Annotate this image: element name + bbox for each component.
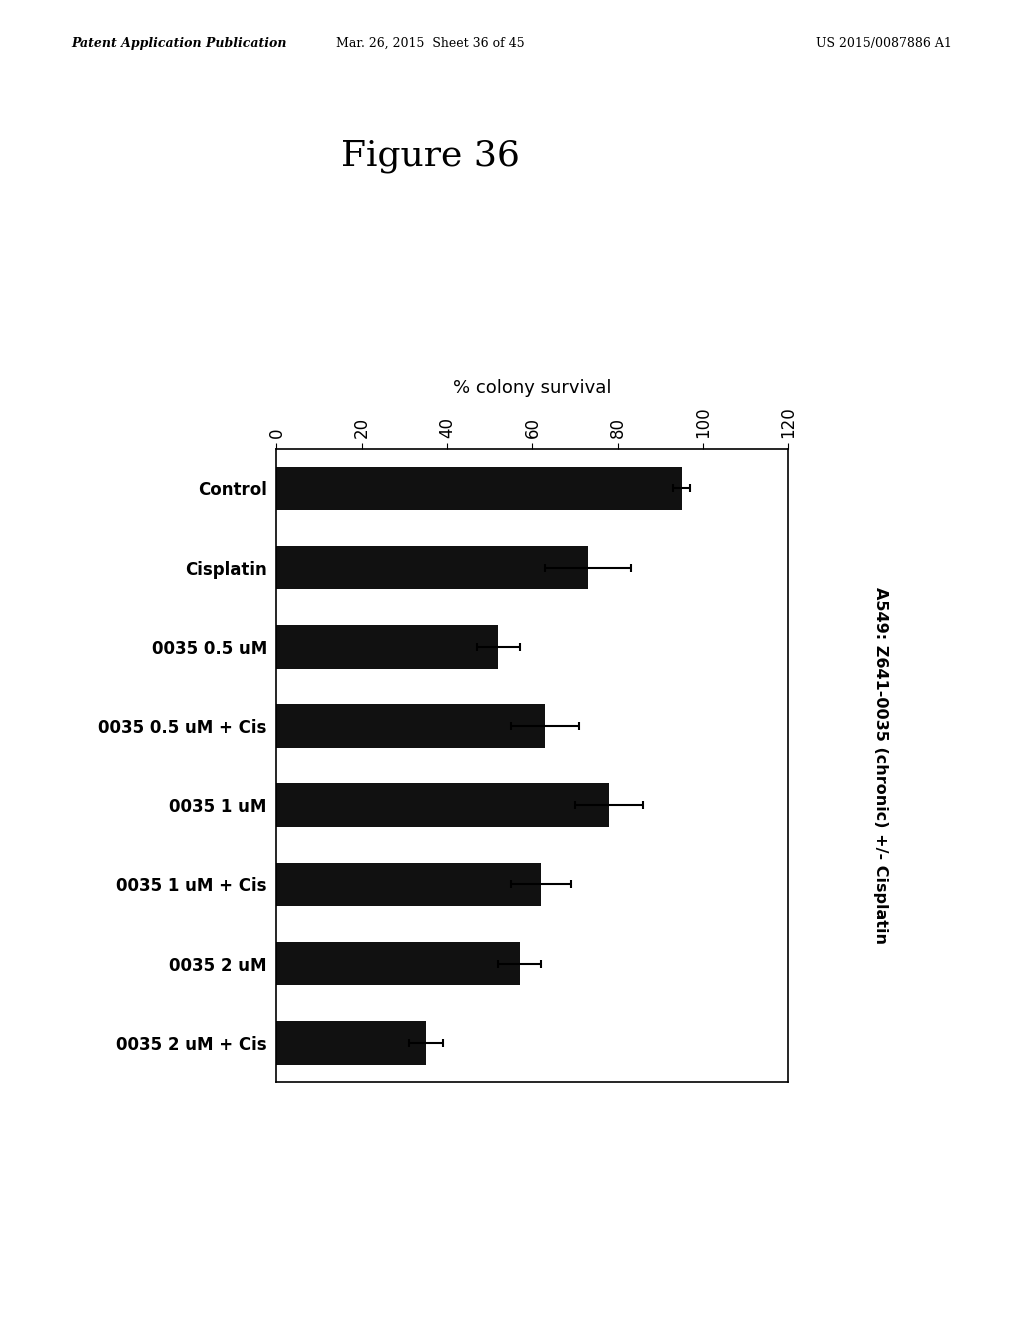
Text: US 2015/0087886 A1: US 2015/0087886 A1 [816, 37, 952, 50]
X-axis label: % colony survival: % colony survival [454, 379, 611, 397]
Bar [276, 1022, 426, 1064]
Bar [276, 863, 541, 906]
Text: Figure 36: Figure 36 [341, 139, 519, 173]
Text: Patent Application Publication: Patent Application Publication [72, 37, 287, 50]
Text: Mar. 26, 2015  Sheet 36 of 45: Mar. 26, 2015 Sheet 36 of 45 [336, 37, 524, 50]
Bar [276, 705, 545, 747]
Bar [276, 784, 609, 826]
Bar [276, 467, 682, 511]
Text: A549: Z641-0035 (chronic) +/- Cisplatin: A549: Z641-0035 (chronic) +/- Cisplatin [873, 587, 888, 944]
Bar [276, 546, 588, 589]
Bar [276, 942, 520, 985]
Bar [276, 626, 499, 669]
